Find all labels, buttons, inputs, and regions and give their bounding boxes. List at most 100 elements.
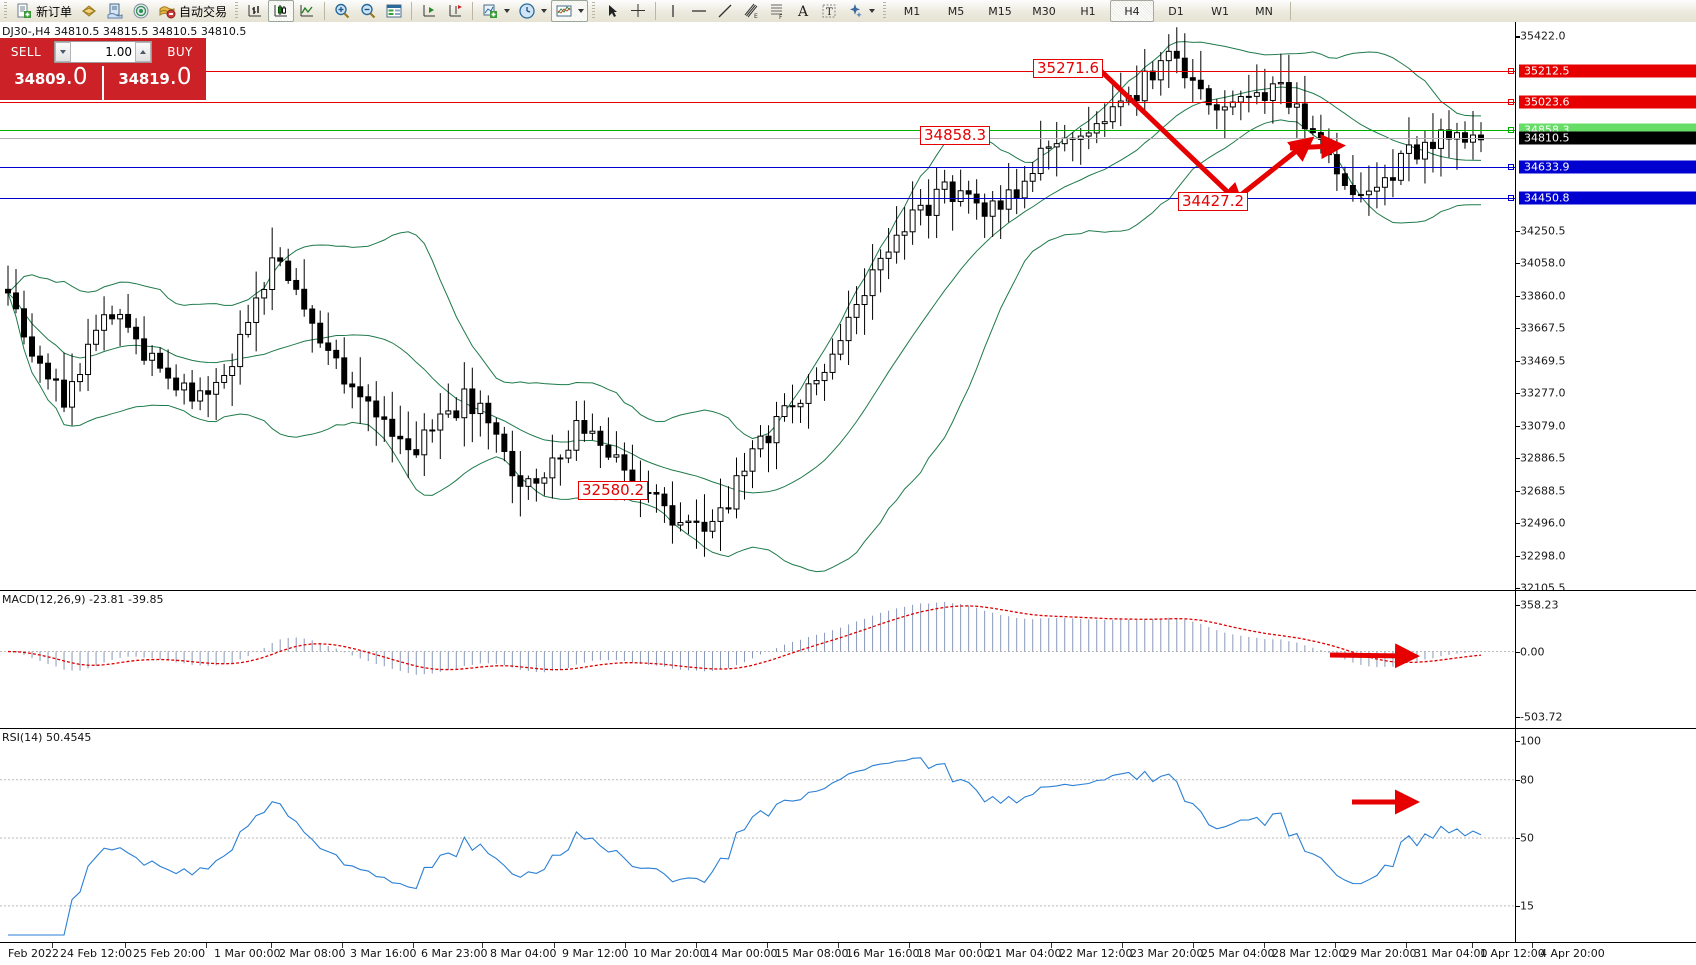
order-panel-divider	[102, 66, 104, 100]
price-pane[interactable]: DJ30-,H4 34810.5 34815.5 34810.5 34810.5…	[0, 22, 1696, 595]
candle-body	[1421, 141, 1428, 160]
chevron-down-icon-3[interactable]	[578, 9, 585, 13]
strategy-tester-button[interactable]	[128, 0, 154, 22]
price-level-line[interactable]	[0, 129, 1515, 131]
price-tick-mark	[1516, 555, 1520, 557]
templates-button[interactable]	[551, 0, 589, 22]
add-indicator-button[interactable]	[477, 0, 514, 22]
time-axis-label: 25 Feb 20:00	[133, 947, 206, 960]
price-level-line[interactable]	[0, 70, 1515, 72]
candle-body	[469, 388, 476, 415]
cursor-button[interactable]	[599, 0, 625, 22]
toolbar-grip-3[interactable]	[590, 2, 598, 20]
chart-area[interactable]: DJ30-,H4 34810.5 34815.5 34810.5 34810.5…	[0, 22, 1696, 965]
price-level-badge[interactable]: 35023.6	[1519, 95, 1696, 109]
price-level-line[interactable]	[0, 137, 1515, 139]
price-level-line[interactable]	[0, 102, 1515, 104]
volume-down-button[interactable]	[55, 42, 71, 62]
period-button[interactable]	[514, 0, 551, 22]
toolbar-grip[interactable]	[2, 2, 9, 20]
trendline-button[interactable]	[712, 0, 738, 22]
price-level-badge[interactable]: 34450.8	[1519, 191, 1696, 205]
candle-body	[613, 454, 620, 458]
shapes-button[interactable]	[842, 0, 879, 22]
chevron-down-icon[interactable]	[504, 9, 511, 13]
rsi-plot[interactable]	[0, 729, 1515, 942]
expert-advisors-button[interactable]	[76, 0, 102, 22]
price-tick-mark	[1516, 263, 1520, 265]
candle-body	[925, 204, 932, 216]
candle-body	[1325, 138, 1332, 156]
macd-scale[interactable]: 358.23 0.00 -503.72	[1515, 591, 1696, 728]
price-annotation-label[interactable]: 34427.2	[1178, 192, 1249, 211]
candle-body	[853, 304, 860, 318]
candlestick-chart-button[interactable]	[268, 0, 295, 22]
terminal-button[interactable]	[102, 0, 128, 22]
time-axis-label: Feb 2022	[8, 947, 59, 960]
timeframe-w1[interactable]: W1	[1211, 4, 1229, 18]
zoom-out-button[interactable]	[355, 0, 381, 22]
macd-signal-line	[7, 605, 1482, 671]
price-annotation-label[interactable]: 32580.2	[578, 481, 649, 500]
price-level-badge[interactable]: 34810.5	[1519, 131, 1696, 145]
new-order-button[interactable]: 新订单	[11, 0, 76, 22]
volume-up-button[interactable]	[135, 42, 151, 62]
candle-body	[797, 402, 804, 408]
candle-body	[621, 454, 628, 471]
rsi-tick-label: 100	[1520, 734, 1541, 748]
candle-body	[309, 308, 316, 324]
autotrading-button[interactable]: 自动交易	[154, 0, 231, 22]
timeframe-h1[interactable]: H1	[1080, 4, 1096, 18]
price-plot[interactable]	[0, 22, 1515, 590]
rsi-scale[interactable]: 100 80 50 15	[1515, 729, 1696, 942]
time-axis-tick	[696, 943, 697, 948]
text-button[interactable]: A	[790, 0, 816, 22]
zoom-in-button[interactable]	[329, 0, 355, 22]
sell-button[interactable]: SELL	[10, 45, 42, 59]
candle-body	[949, 181, 956, 203]
toolbar-grip-4[interactable]	[881, 2, 889, 20]
time-axis[interactable]: Feb 2022 24 Feb 12:00 25 Feb 20:00 1 Mar 00…	[0, 942, 1696, 965]
text-label-button[interactable]: T	[816, 0, 842, 22]
chart-shift-button[interactable]	[416, 0, 442, 22]
candle-body	[405, 438, 412, 451]
one-click-trading-panel[interactable]: SELL BUY 34809 .0 34819 .0	[0, 38, 206, 100]
bar-chart-button[interactable]	[242, 0, 268, 22]
sell-price[interactable]: 34809 .0	[0, 66, 102, 100]
volume-input[interactable]	[71, 44, 135, 60]
macd-pane[interactable]: MACD(12,26,9) -23.81 -39.85 358.23 0.00 -5…	[0, 590, 1696, 728]
time-axis-label: 25 Mar 04:00	[1201, 947, 1275, 960]
price-level-line[interactable]	[0, 197, 1515, 199]
buy-button[interactable]: BUY	[167, 45, 193, 59]
candle-body	[997, 200, 1004, 210]
price-scale[interactable]: 35422.0 34250.5 34058.0 33860.0 33667.5 33469…	[1515, 22, 1696, 595]
timeframe-d1[interactable]: D1	[1168, 4, 1184, 18]
rsi-pane[interactable]: RSI(14) 50.4545 100 80 50 15	[0, 728, 1696, 942]
crosshair-button[interactable]	[625, 0, 651, 22]
timeframe-m15[interactable]: M15	[988, 4, 1012, 18]
chart-autoscroll-button[interactable]	[442, 0, 468, 22]
price-level-line[interactable]	[0, 167, 1515, 169]
buy-price[interactable]: 34819 .0	[104, 66, 206, 100]
horizontal-line-button[interactable]	[686, 0, 712, 22]
timeframe-h4[interactable]: H4	[1110, 0, 1155, 22]
line-chart-button[interactable]	[294, 0, 320, 22]
volume-stepper[interactable]	[54, 41, 152, 63]
macd-plot[interactable]	[0, 591, 1515, 728]
price-level-badge[interactable]: 35212.5	[1519, 64, 1696, 78]
timeframe-m1[interactable]: M1	[903, 4, 921, 18]
timeframe-mn[interactable]: MN	[1255, 4, 1273, 18]
fibonacci-button[interactable]: F	[764, 0, 790, 22]
toolbar-grip-2[interactable]	[233, 2, 241, 20]
chevron-down-icon-2[interactable]	[541, 9, 548, 13]
chevron-down-icon-4[interactable]	[869, 9, 876, 13]
timeframe-m30[interactable]: M30	[1032, 4, 1056, 18]
tile-windows-button[interactable]	[381, 0, 407, 22]
price-annotation-label[interactable]: 35271.6	[1033, 59, 1104, 78]
price-annotation-label[interactable]: 34858.3	[920, 126, 991, 145]
timeframe-m5[interactable]: M5	[947, 4, 965, 18]
price-level-badge[interactable]: 34633.9	[1519, 160, 1696, 174]
equidistant-channel-button[interactable]: E	[738, 0, 764, 22]
candle-body	[205, 390, 212, 395]
vertical-line-button[interactable]	[660, 0, 686, 22]
